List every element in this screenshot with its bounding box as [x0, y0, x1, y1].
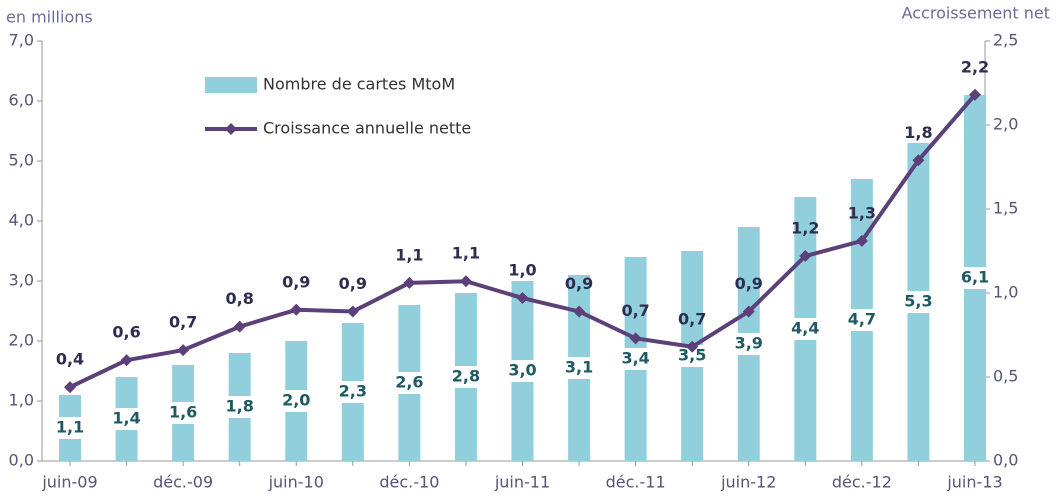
bar-label-bg — [53, 417, 87, 439]
bar-label: 1,8 — [226, 397, 254, 416]
line-label: 2,2 — [961, 57, 989, 76]
y-tick-label: 1,0 — [9, 391, 34, 410]
line-label: 0,7 — [169, 313, 197, 332]
bar-label-bg — [675, 345, 710, 367]
bar-label: 2,0 — [282, 391, 310, 410]
bar-label-bg — [109, 408, 144, 430]
y2-tick-label: 1,5 — [993, 199, 1018, 218]
y-tick-label: 2,0 — [9, 331, 34, 350]
bar-label-bg — [844, 309, 879, 331]
bar-label: 3,9 — [735, 334, 763, 353]
line-label: 1,8 — [904, 123, 932, 142]
bar-label: 1,1 — [56, 418, 84, 437]
bar-label-bg — [788, 318, 823, 340]
line-label: 0,7 — [621, 301, 649, 320]
bar-label-bg — [335, 381, 370, 403]
bar-label: 6,1 — [961, 268, 989, 287]
line-label: 0,4 — [56, 350, 84, 369]
y-axis-label: en millions — [6, 8, 93, 27]
line-marker — [459, 275, 472, 288]
bar-label-bg — [166, 402, 201, 424]
y-tick-label: 4,0 — [9, 211, 34, 230]
bar-label-bg — [562, 357, 597, 379]
x-tick-label: déc.-12 — [832, 473, 892, 492]
line-marker — [64, 381, 76, 394]
y2-tick-label: 1,0 — [993, 283, 1018, 302]
legend-label: Nombre de cartes MtoM — [263, 75, 455, 94]
line-label: 0,6 — [112, 323, 140, 342]
bar-label-bg — [618, 348, 653, 370]
line-marker — [969, 88, 981, 101]
bar-label: 3,0 — [508, 361, 536, 380]
bar-label: 1,4 — [112, 409, 140, 428]
x-tick-label: juin-09 — [41, 473, 97, 492]
x-tick-label: juin-10 — [268, 473, 324, 492]
line-marker — [177, 344, 190, 357]
bar-label: 5,3 — [904, 292, 932, 311]
y2-tick-label: 2,0 — [993, 115, 1018, 134]
bar-label-bg — [505, 360, 540, 382]
x-tick-label: déc.-11 — [606, 473, 666, 492]
line-label: 1,3 — [848, 203, 876, 222]
x-tick-label: juin-12 — [720, 473, 776, 492]
line-label: 1,0 — [508, 261, 536, 280]
legend-marker — [225, 123, 237, 135]
line-marker — [799, 250, 812, 263]
line-marker — [290, 303, 303, 316]
bar-label: 4,4 — [791, 319, 819, 338]
y-tick-label: 0,0 — [9, 451, 34, 470]
bar-label-bg — [392, 372, 427, 394]
line-label: 1,1 — [395, 245, 423, 264]
bar-label-bg — [279, 390, 314, 412]
line-marker — [233, 320, 246, 333]
bar-label: 2,6 — [395, 373, 423, 392]
bar-label: 4,7 — [848, 310, 876, 329]
line-label: 1,1 — [452, 244, 480, 263]
line-label: 0,9 — [339, 274, 367, 293]
bar-label-bg — [901, 291, 936, 313]
y-tick-label: 7,0 — [9, 31, 34, 50]
x-tick-label: déc.-10 — [379, 473, 439, 492]
x-tick-label: déc.-09 — [153, 473, 213, 492]
line-marker — [912, 154, 925, 167]
y-tick-label: 6,0 — [9, 91, 34, 110]
bar-label-bg — [958, 267, 992, 289]
line-label: 0,9 — [282, 272, 310, 291]
bar-label: 2,8 — [452, 367, 480, 386]
line-marker — [573, 305, 586, 318]
y2-tick-label: 0,0 — [993, 451, 1018, 470]
bar-label: 2,3 — [339, 382, 367, 401]
line-marker — [629, 332, 642, 345]
y-tick-label: 5,0 — [9, 151, 34, 170]
line-marker — [403, 276, 416, 289]
bar-label: 3,4 — [621, 349, 649, 368]
line-label: 0,9 — [565, 274, 593, 293]
x-tick-label: juin-13 — [946, 473, 1002, 492]
legend-label: Croissance annuelle nette — [263, 119, 471, 138]
bar-label-bg — [222, 396, 257, 418]
bar-label: 3,5 — [678, 346, 706, 365]
line-label: 0,9 — [735, 274, 763, 293]
line-marker — [120, 354, 133, 367]
line-marker — [855, 234, 868, 247]
x-tick-label: juin-11 — [494, 473, 550, 492]
line-label: 0,7 — [678, 309, 706, 328]
bar-label: 1,6 — [169, 403, 197, 422]
bar-label-bg — [731, 333, 766, 355]
y2-axis-label: Accroissement net — [902, 4, 1050, 23]
bar-label: 3,1 — [565, 358, 593, 377]
y-tick-label: 3,0 — [9, 271, 34, 290]
line-marker — [516, 292, 529, 305]
y2-tick-label: 2,5 — [993, 31, 1018, 50]
y2-tick-label: 0,5 — [993, 367, 1018, 386]
bar-label-bg — [448, 366, 483, 388]
line-marker — [686, 340, 699, 353]
line-marker — [742, 305, 755, 318]
line-label: 0,8 — [226, 289, 254, 308]
line-marker — [346, 305, 359, 318]
line-label: 1,2 — [791, 219, 819, 238]
legend-swatch — [205, 77, 257, 93]
